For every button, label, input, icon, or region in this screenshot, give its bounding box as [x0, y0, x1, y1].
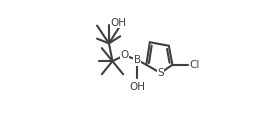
Text: O: O — [120, 50, 129, 60]
Text: Cl: Cl — [189, 60, 199, 70]
Text: OH: OH — [129, 82, 145, 92]
Text: S: S — [157, 68, 164, 78]
Text: OH: OH — [110, 18, 126, 28]
Text: B: B — [134, 55, 141, 65]
